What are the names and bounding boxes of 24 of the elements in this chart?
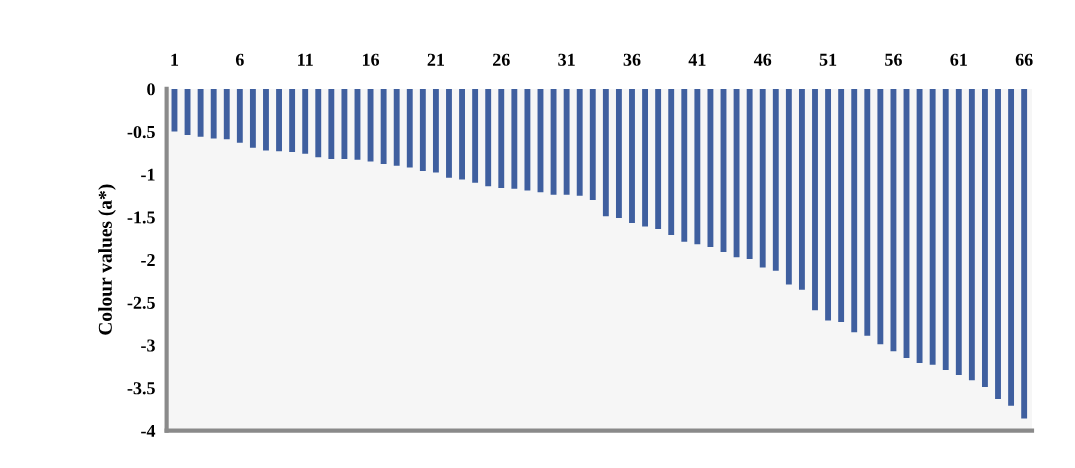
y-tick-label: -1.5 <box>127 211 155 224</box>
x-tick-label: 61 <box>950 53 967 66</box>
x-tick-label: 51 <box>819 53 837 66</box>
y-tick-label: -2 <box>141 254 155 266</box>
x-tick-label: 36 <box>623 53 641 66</box>
x-tick-label: 66 <box>1015 53 1033 66</box>
y-tick-label: -4 <box>141 424 156 437</box>
x-tick-label: 11 <box>298 53 313 66</box>
x-tick-label: 56 <box>885 53 902 66</box>
x-tick-label: 31 <box>558 53 575 66</box>
y-tick-label: -1 <box>141 168 155 181</box>
x-tick-label: 1 <box>171 53 179 66</box>
x-tick-label: 21 <box>427 53 444 66</box>
y-tick-label: -3 <box>141 339 155 352</box>
y-tick-label: -2.5 <box>127 296 155 309</box>
x-tick-label: 46 <box>753 53 772 66</box>
x-tick-label: 41 <box>688 53 706 66</box>
x-tick-label: 6 <box>235 53 244 66</box>
y-tick-label: 0 <box>147 83 155 96</box>
x-tick-label: 16 <box>362 53 380 66</box>
y-tick-label: -3.5 <box>127 382 155 395</box>
y-axis-title: Colour values (a*) <box>98 184 116 335</box>
x-tick-label: 26 <box>493 53 510 66</box>
y-tick-label: -0.5 <box>127 125 155 139</box>
